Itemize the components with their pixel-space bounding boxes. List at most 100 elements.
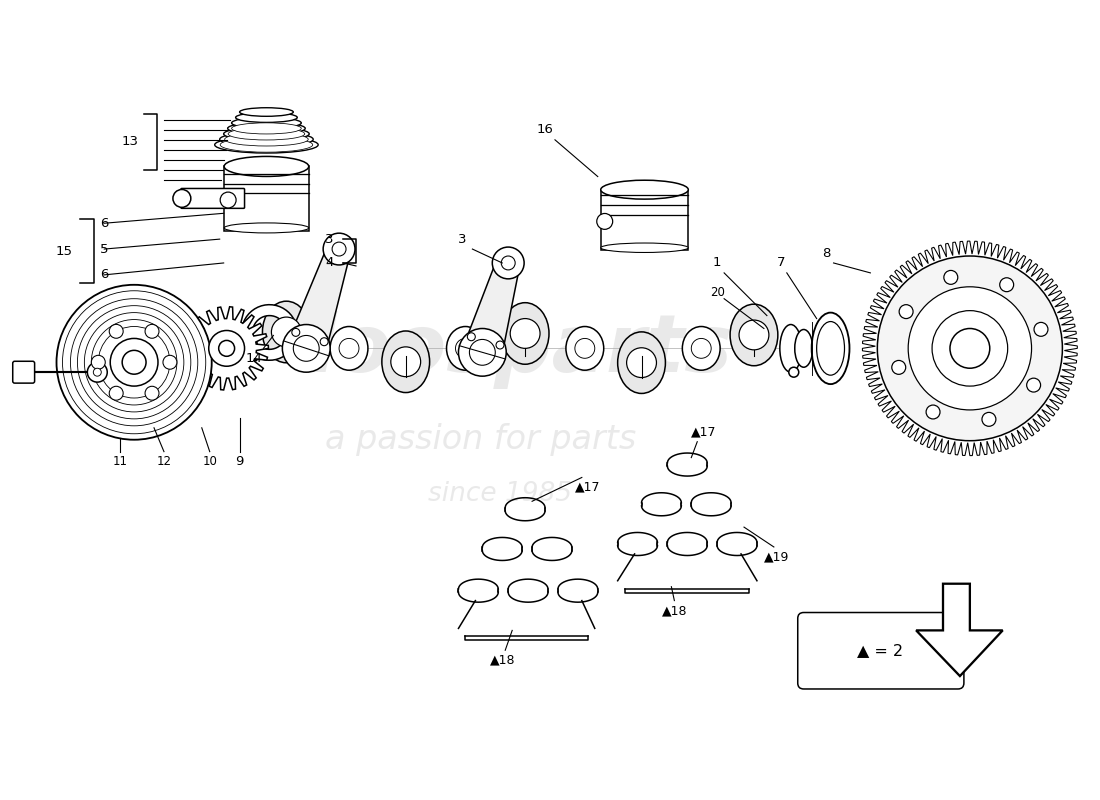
Circle shape xyxy=(294,335,319,362)
Ellipse shape xyxy=(232,118,301,129)
Circle shape xyxy=(109,324,123,338)
Ellipse shape xyxy=(730,304,778,366)
Ellipse shape xyxy=(214,137,318,153)
Circle shape xyxy=(1034,322,1048,336)
Text: 8: 8 xyxy=(823,246,830,259)
Circle shape xyxy=(272,317,301,347)
Polygon shape xyxy=(287,246,351,354)
Polygon shape xyxy=(242,305,294,360)
Circle shape xyxy=(575,338,595,358)
Circle shape xyxy=(1000,278,1013,292)
Polygon shape xyxy=(916,584,1003,676)
Circle shape xyxy=(510,318,540,348)
Text: ▲ = 2: ▲ = 2 xyxy=(857,642,903,658)
Text: 13: 13 xyxy=(122,135,139,148)
Circle shape xyxy=(470,339,495,366)
Text: 6: 6 xyxy=(100,268,109,282)
Circle shape xyxy=(145,324,160,338)
Ellipse shape xyxy=(224,223,309,233)
Circle shape xyxy=(496,341,504,349)
Circle shape xyxy=(339,338,359,358)
Circle shape xyxy=(950,329,990,368)
Ellipse shape xyxy=(224,133,308,146)
Circle shape xyxy=(944,270,958,284)
Circle shape xyxy=(739,320,769,350)
Circle shape xyxy=(892,361,905,374)
Circle shape xyxy=(292,329,300,336)
Circle shape xyxy=(220,192,236,208)
Circle shape xyxy=(173,190,190,207)
Text: 10: 10 xyxy=(202,455,217,468)
Ellipse shape xyxy=(682,326,720,370)
Text: since 1985: since 1985 xyxy=(428,482,572,507)
Circle shape xyxy=(122,350,146,374)
Ellipse shape xyxy=(816,322,845,375)
FancyBboxPatch shape xyxy=(192,336,257,361)
FancyBboxPatch shape xyxy=(13,362,34,383)
Ellipse shape xyxy=(220,132,313,146)
Text: 7: 7 xyxy=(777,257,785,270)
Circle shape xyxy=(878,256,1063,441)
Text: ▲17: ▲17 xyxy=(575,481,601,494)
Text: ▲17: ▲17 xyxy=(692,426,717,438)
Ellipse shape xyxy=(780,325,802,372)
Circle shape xyxy=(94,368,101,376)
Ellipse shape xyxy=(224,157,309,177)
Text: 20: 20 xyxy=(710,286,725,299)
FancyBboxPatch shape xyxy=(224,166,309,230)
Circle shape xyxy=(459,329,506,376)
Text: ▲19: ▲19 xyxy=(764,550,790,563)
Ellipse shape xyxy=(235,113,297,122)
Text: 1: 1 xyxy=(713,257,722,270)
Text: loosparts: loosparts xyxy=(308,311,733,390)
Text: 16: 16 xyxy=(537,123,553,136)
Ellipse shape xyxy=(240,108,294,116)
FancyBboxPatch shape xyxy=(601,190,689,250)
Text: 15: 15 xyxy=(56,245,73,258)
Circle shape xyxy=(320,338,328,346)
Circle shape xyxy=(926,405,940,419)
Circle shape xyxy=(219,341,234,356)
Ellipse shape xyxy=(618,332,666,394)
Text: 4: 4 xyxy=(324,257,333,270)
Text: 9: 9 xyxy=(235,455,244,468)
Ellipse shape xyxy=(502,302,549,364)
Circle shape xyxy=(56,285,211,440)
Text: 6: 6 xyxy=(100,217,109,230)
Circle shape xyxy=(87,362,107,382)
Circle shape xyxy=(627,348,657,378)
Circle shape xyxy=(323,233,355,265)
Ellipse shape xyxy=(228,122,305,134)
Text: 11: 11 xyxy=(112,455,128,468)
Circle shape xyxy=(982,412,996,426)
Circle shape xyxy=(455,338,475,358)
Circle shape xyxy=(597,214,613,230)
Circle shape xyxy=(91,355,106,370)
Ellipse shape xyxy=(795,330,813,367)
Circle shape xyxy=(468,333,475,341)
Circle shape xyxy=(109,386,123,400)
Text: ▲18: ▲18 xyxy=(661,604,688,617)
Ellipse shape xyxy=(447,326,484,370)
Circle shape xyxy=(163,355,177,370)
Circle shape xyxy=(390,347,420,377)
Ellipse shape xyxy=(232,123,301,134)
Ellipse shape xyxy=(223,127,309,141)
Text: 3: 3 xyxy=(459,233,466,246)
Circle shape xyxy=(332,242,346,256)
Circle shape xyxy=(789,367,799,377)
Circle shape xyxy=(691,338,712,358)
Ellipse shape xyxy=(565,326,604,370)
Circle shape xyxy=(1026,378,1041,392)
Text: ▲18: ▲18 xyxy=(490,654,515,666)
Ellipse shape xyxy=(220,138,312,152)
Circle shape xyxy=(909,286,1032,410)
FancyBboxPatch shape xyxy=(180,189,244,208)
Circle shape xyxy=(283,325,330,372)
Ellipse shape xyxy=(382,331,430,393)
Text: 5: 5 xyxy=(100,242,109,255)
Ellipse shape xyxy=(263,301,310,362)
Circle shape xyxy=(493,247,524,279)
Text: 12: 12 xyxy=(156,455,172,468)
Ellipse shape xyxy=(228,128,305,140)
